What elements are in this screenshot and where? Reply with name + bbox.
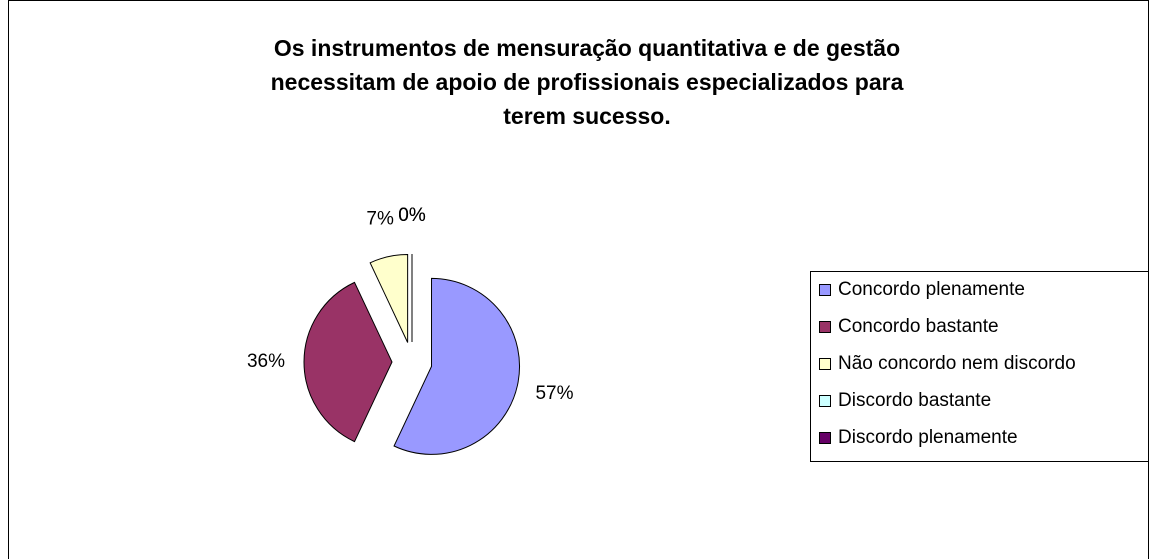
legend-label: Não concordo nem discordo [838, 353, 1076, 374]
legend-label: Concordo bastante [838, 316, 999, 337]
data-label: 0% [398, 205, 426, 226]
data-label: 36% [247, 351, 285, 372]
legend-swatch [819, 284, 831, 296]
data-label: 0% [398, 205, 426, 226]
legend-swatch [819, 321, 831, 333]
legend-box [810, 271, 1149, 462]
legend-swatch [819, 395, 831, 407]
legend-label: Concordo plenamente [838, 279, 1025, 300]
chart-title: Os instrumentos de mensuração quantitati… [274, 35, 900, 61]
legend-label: Discordo bastante [838, 390, 991, 411]
chart-title: terem sucesso. [503, 103, 670, 129]
data-label: 7% [366, 209, 394, 230]
legend-swatch [819, 432, 831, 444]
legend-label: Discordo plenamente [838, 427, 1018, 448]
pie-slice [303, 281, 393, 443]
pie-slice [369, 253, 409, 343]
chart-title: necessitam de apoio de profissionais esp… [271, 69, 904, 95]
legend-swatch [819, 358, 831, 370]
data-label: 57% [535, 383, 573, 404]
pie-slice [393, 277, 521, 455]
